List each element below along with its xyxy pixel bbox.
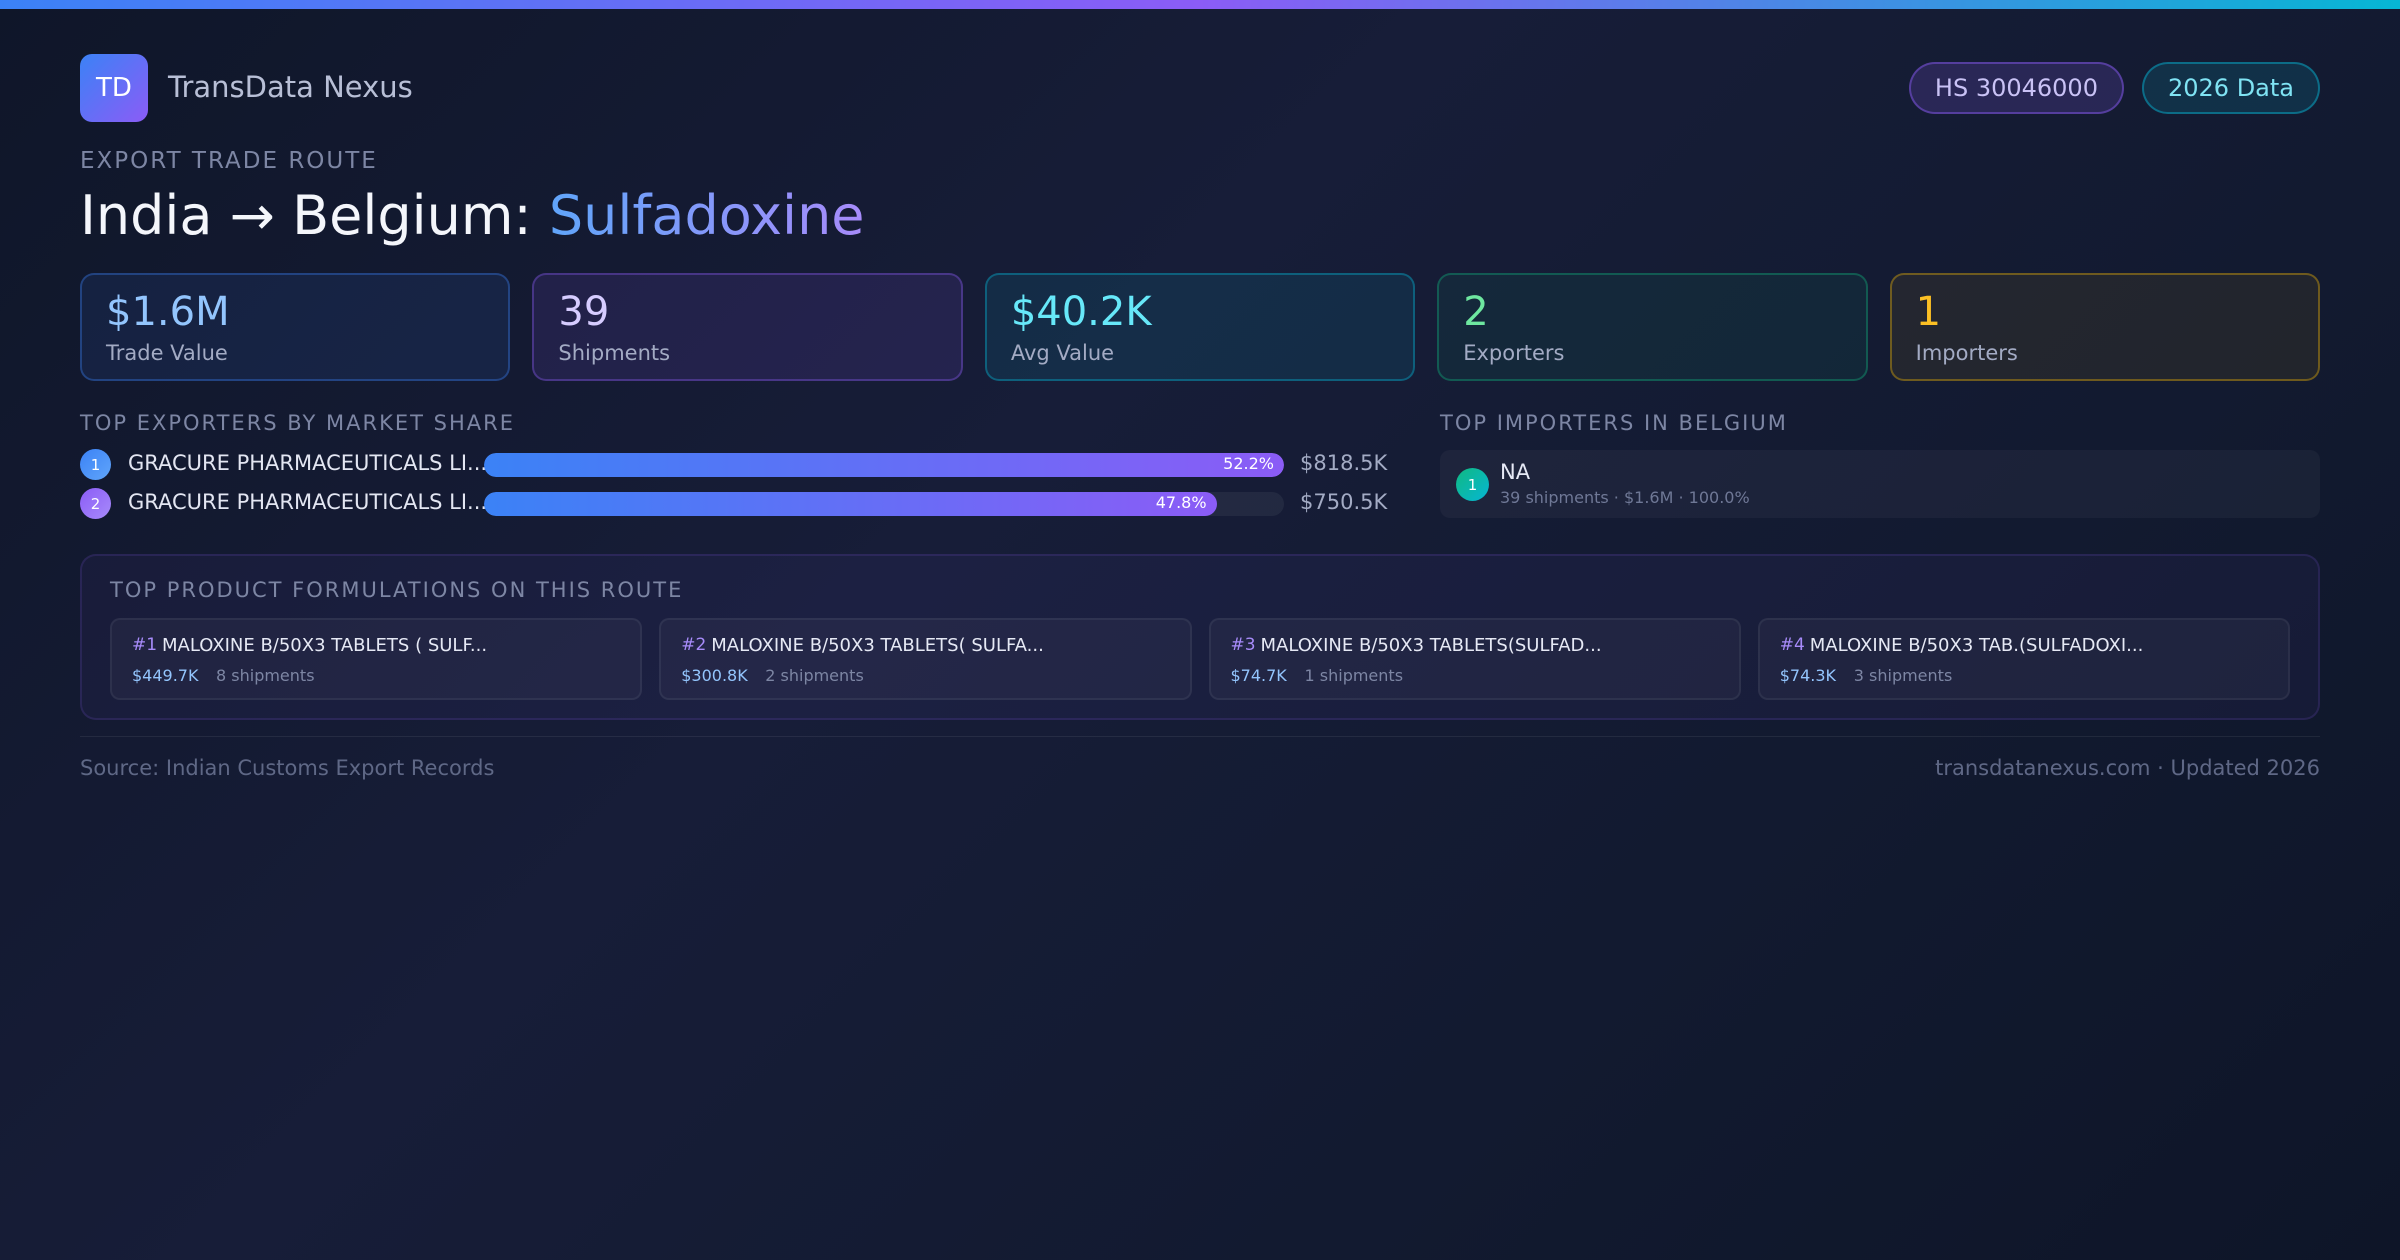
stat-label: Exporters: [1463, 341, 1565, 365]
exporter-name[interactable]: GRACURE PHARMACEUTICALS LI...: [128, 490, 488, 514]
formulation-rank: #2: [681, 635, 707, 655]
route-text: India → Belgium:: [80, 184, 549, 247]
formulation-rank: #3: [1230, 635, 1256, 655]
rank-badge: 2: [80, 488, 111, 519]
footer-divider: [80, 736, 2320, 737]
stat-label: Avg Value: [1010, 341, 1115, 365]
top-accent-bar: [0, 0, 2400, 9]
formulation-name: MALOXINE B/50X3 TAB.(SULFADOXI...: [1809, 635, 2144, 656]
page-eyebrow: EXPORT TRADE ROUTE: [80, 148, 378, 174]
formulation-card[interactable]: #3 MALOXINE B/50X3 TABLETS(SULFAD... $74…: [1208, 618, 1741, 700]
exporter-row[interactable]: 2 GRACURE PHARMACEUTICALS LI... 47.8% $7…: [80, 485, 1387, 521]
importer-card[interactable]: 1 NA 39 shipments · $1.6M · 100.0%: [1440, 450, 2320, 518]
formulations-section-title: TOP PRODUCT FORMULATIONS ON THIS ROUTE: [110, 578, 684, 602]
share-percent: 47.8%: [1155, 493, 1207, 512]
rank-badge: 1: [1456, 468, 1489, 501]
share-bar-track: 47.8%: [484, 492, 1284, 516]
formulation-shipments: 3 shipments: [1853, 666, 1953, 685]
stat-card-avg-value: $40.2K Avg Value: [984, 273, 1416, 381]
stat-label: Trade Value: [106, 341, 228, 365]
stat-card-importers: 1 Importers: [1889, 273, 2321, 381]
header: TD TransData Nexus HS 30046000 2026 Data: [80, 54, 2320, 122]
stat-cards: $1.6M Trade Value 39 Shipments $40.2K Av…: [80, 273, 2321, 381]
page-title: India → Belgium: Sulfadoxine: [80, 184, 865, 247]
stat-card-trade-value: $1.6M Trade Value: [80, 273, 511, 381]
formulation-card[interactable]: #1 MALOXINE B/50X3 TABLETS ( SULF... $44…: [110, 618, 643, 700]
hs-code-badge: HS 30046000: [1908, 62, 2124, 114]
importer-name[interactable]: NA: [1500, 460, 1531, 484]
share-bar-fill: 52.2%: [484, 453, 1284, 477]
formulation-value: $74.3K: [1779, 666, 1837, 685]
exporter-value: $818.5K: [1300, 451, 1388, 475]
formulation-card[interactable]: #2 MALOXINE B/50X3 TABLETS( SULFA... $30…: [659, 618, 1192, 700]
formulation-card[interactable]: #4 MALOXINE B/50X3 TAB.(SULFADOXI... $74…: [1757, 618, 2290, 700]
formulation-name: MALOXINE B/50X3 TABLETS( SULFA...: [711, 635, 1044, 656]
share-percent: 52.2%: [1223, 454, 1274, 473]
year-badge: 2026 Data: [2141, 62, 2320, 114]
footer-site[interactable]: transdatanexus.com · Updated 2026: [1935, 756, 2320, 780]
formulation-rank: #4: [1779, 635, 1805, 655]
share-bar-fill: 47.8%: [484, 492, 1217, 516]
importers-section-title: TOP IMPORTERS IN BELGIUM: [1440, 411, 1788, 435]
formulation-value: $74.7K: [1230, 666, 1287, 685]
formulation-name: MALOXINE B/50X3 TABLETS(SULFAD...: [1260, 635, 1602, 656]
product-name: Sulfadoxine: [548, 184, 865, 247]
formulation-value: $300.8K: [681, 666, 748, 685]
footer-source: Source: Indian Customs Export Records: [80, 756, 495, 780]
stat-value: 2: [1463, 289, 1489, 335]
header-badges: HS 30046000 2026 Data: [1908, 62, 2320, 114]
exporter-row[interactable]: 1 GRACURE PHARMACEUTICALS LI... 52.2% $8…: [80, 446, 1387, 482]
formulation-cards: #1 MALOXINE B/50X3 TABLETS ( SULF... $44…: [110, 618, 2290, 700]
stat-label: Importers: [1915, 341, 2018, 365]
brand-name[interactable]: TransData Nexus: [168, 70, 413, 104]
rank-badge: 1: [80, 449, 111, 480]
formulation-shipments: 1 shipments: [1304, 666, 1404, 685]
stat-label: Shipments: [558, 341, 671, 365]
brand-logo[interactable]: TD: [80, 54, 148, 122]
importer-meta: 39 shipments · $1.6M · 100.0%: [1500, 488, 1750, 507]
stat-value: 1: [1915, 289, 1942, 335]
formulation-value: $449.7K: [132, 666, 199, 685]
exporter-name[interactable]: GRACURE PHARMACEUTICALS LI...: [128, 451, 488, 475]
exporter-value: $750.5K: [1300, 490, 1388, 514]
formulations-panel: TOP PRODUCT FORMULATIONS ON THIS ROUTE #…: [80, 554, 2320, 720]
stat-card-exporters: 2 Exporters: [1437, 273, 1868, 381]
formulation-shipments: 2 shipments: [765, 666, 864, 685]
share-bar-track: 52.2%: [484, 453, 1284, 477]
stat-value: $40.2K: [1010, 289, 1152, 335]
exporters-section-title: TOP EXPORTERS BY MARKET SHARE: [80, 411, 516, 435]
stat-card-shipments: 39 Shipments: [532, 273, 963, 381]
formulation-name: MALOXINE B/50X3 TABLETS ( SULF...: [162, 635, 488, 656]
formulation-shipments: 8 shipments: [216, 666, 315, 685]
stat-value: $1.6M: [106, 289, 230, 335]
formulation-rank: #1: [132, 635, 158, 655]
stat-value: 39: [558, 289, 610, 335]
